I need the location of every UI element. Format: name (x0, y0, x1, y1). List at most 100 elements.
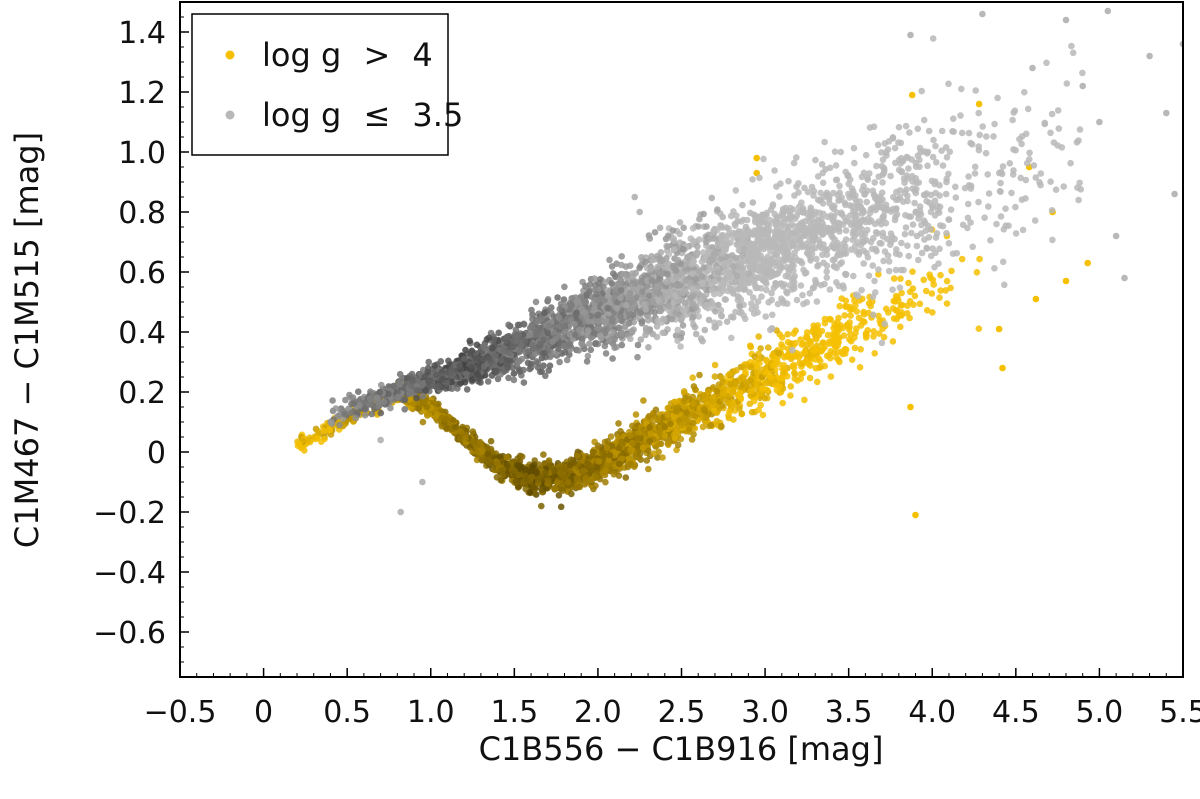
point-giants (878, 240, 885, 247)
point-dwarfs (853, 325, 860, 332)
point-dwarfs (529, 463, 536, 471)
point-dwarfs (897, 323, 904, 331)
point-giants (548, 304, 555, 311)
point-giants (697, 335, 705, 342)
point-dwarfs (557, 469, 564, 477)
point-dwarfs (720, 396, 727, 403)
point-dwarfs (759, 411, 767, 419)
point-dwarfs (769, 351, 777, 359)
point-giants (676, 239, 684, 246)
point-giants (833, 279, 840, 286)
point-dwarfs (780, 368, 787, 376)
point-dwarfs (787, 392, 794, 399)
point-dwarfs (522, 476, 530, 483)
point-dwarfs (627, 446, 634, 454)
point-dwarfs (790, 330, 798, 337)
point-giants (413, 394, 420, 402)
point-dwarfs (713, 387, 721, 395)
point-giants (1021, 88, 1028, 96)
point-dwarfs (826, 340, 833, 347)
point-giants (1022, 130, 1030, 138)
point-dwarfs (497, 476, 505, 484)
point-dwarfs (573, 475, 580, 482)
point-giants (510, 370, 518, 377)
point-dwarfs (410, 400, 418, 407)
point-dwarfs (821, 343, 828, 351)
point-dwarfs (757, 401, 764, 409)
point-dwarfs (909, 268, 916, 276)
point-giants (1024, 105, 1032, 113)
point-giants (881, 140, 889, 147)
point-dwarfs (579, 467, 587, 475)
point-dwarfs (975, 325, 983, 333)
point-giants (1075, 196, 1082, 204)
point-dwarfs (656, 427, 663, 435)
point-dwarfs (469, 438, 477, 445)
point-giants (914, 125, 922, 133)
point-dwarfs (711, 407, 718, 415)
point-dwarfs (587, 467, 595, 475)
point-dwarfs (870, 333, 877, 340)
point-giants (749, 176, 756, 183)
point-giants (680, 224, 687, 232)
point-dwarfs (891, 298, 899, 305)
point-giants (918, 87, 925, 95)
point-dwarfs (604, 438, 611, 445)
point-giants (677, 343, 684, 350)
point-dwarfs (923, 307, 931, 314)
point-dwarfs (846, 336, 853, 343)
point-dwarfs (821, 319, 829, 327)
point-dwarfs (562, 466, 569, 473)
point-dwarfs (785, 353, 793, 361)
point-dwarfs (673, 407, 680, 415)
point-dwarfs (533, 469, 541, 476)
point-dwarfs (483, 458, 491, 465)
point-dwarfs (469, 428, 477, 435)
point-giants (703, 223, 710, 230)
point-dwarfs (746, 400, 754, 408)
point-dwarfs (718, 422, 725, 430)
point-giants (401, 396, 409, 404)
point-dwarfs (554, 479, 561, 486)
point-dwarfs (671, 435, 679, 442)
point-dwarfs (823, 352, 831, 360)
point-dwarfs (661, 423, 669, 431)
point-giants (793, 154, 800, 161)
point-giants (540, 362, 547, 370)
point-dwarfs (733, 367, 740, 374)
point-dwarfs (555, 492, 563, 499)
point-giants (1049, 236, 1056, 244)
point-dwarfs (889, 338, 897, 345)
point-giants (864, 176, 872, 183)
point-giants (669, 227, 677, 234)
point-dwarfs (813, 335, 820, 343)
point-dwarfs (911, 292, 919, 300)
point-dwarfs (617, 428, 624, 435)
point-giants (892, 266, 900, 274)
point-dwarfs (326, 425, 333, 433)
point-dwarfs (834, 338, 842, 346)
point-dwarfs (836, 358, 843, 366)
point-giants (361, 405, 369, 413)
point-dwarfs (802, 357, 810, 365)
point-giants (723, 318, 731, 326)
point-giants (908, 172, 916, 180)
point-dwarfs (806, 374, 814, 382)
point-giants (466, 337, 474, 345)
point-dwarfs (742, 368, 749, 376)
point-dwarfs (600, 469, 607, 477)
point-giants (659, 329, 666, 337)
point-dwarfs (738, 410, 746, 418)
point-giants (563, 356, 571, 364)
point-dwarfs (515, 471, 522, 479)
point-dwarfs (814, 378, 821, 386)
point-giants (863, 198, 870, 206)
point-giants (871, 277, 878, 285)
point-dwarfs (643, 457, 651, 464)
point-giants (869, 187, 877, 195)
point-dwarfs (650, 450, 658, 457)
point-dwarfs (905, 279, 912, 287)
point-dwarfs (747, 382, 755, 389)
point-dwarfs (792, 339, 799, 347)
point-dwarfs (667, 420, 674, 428)
